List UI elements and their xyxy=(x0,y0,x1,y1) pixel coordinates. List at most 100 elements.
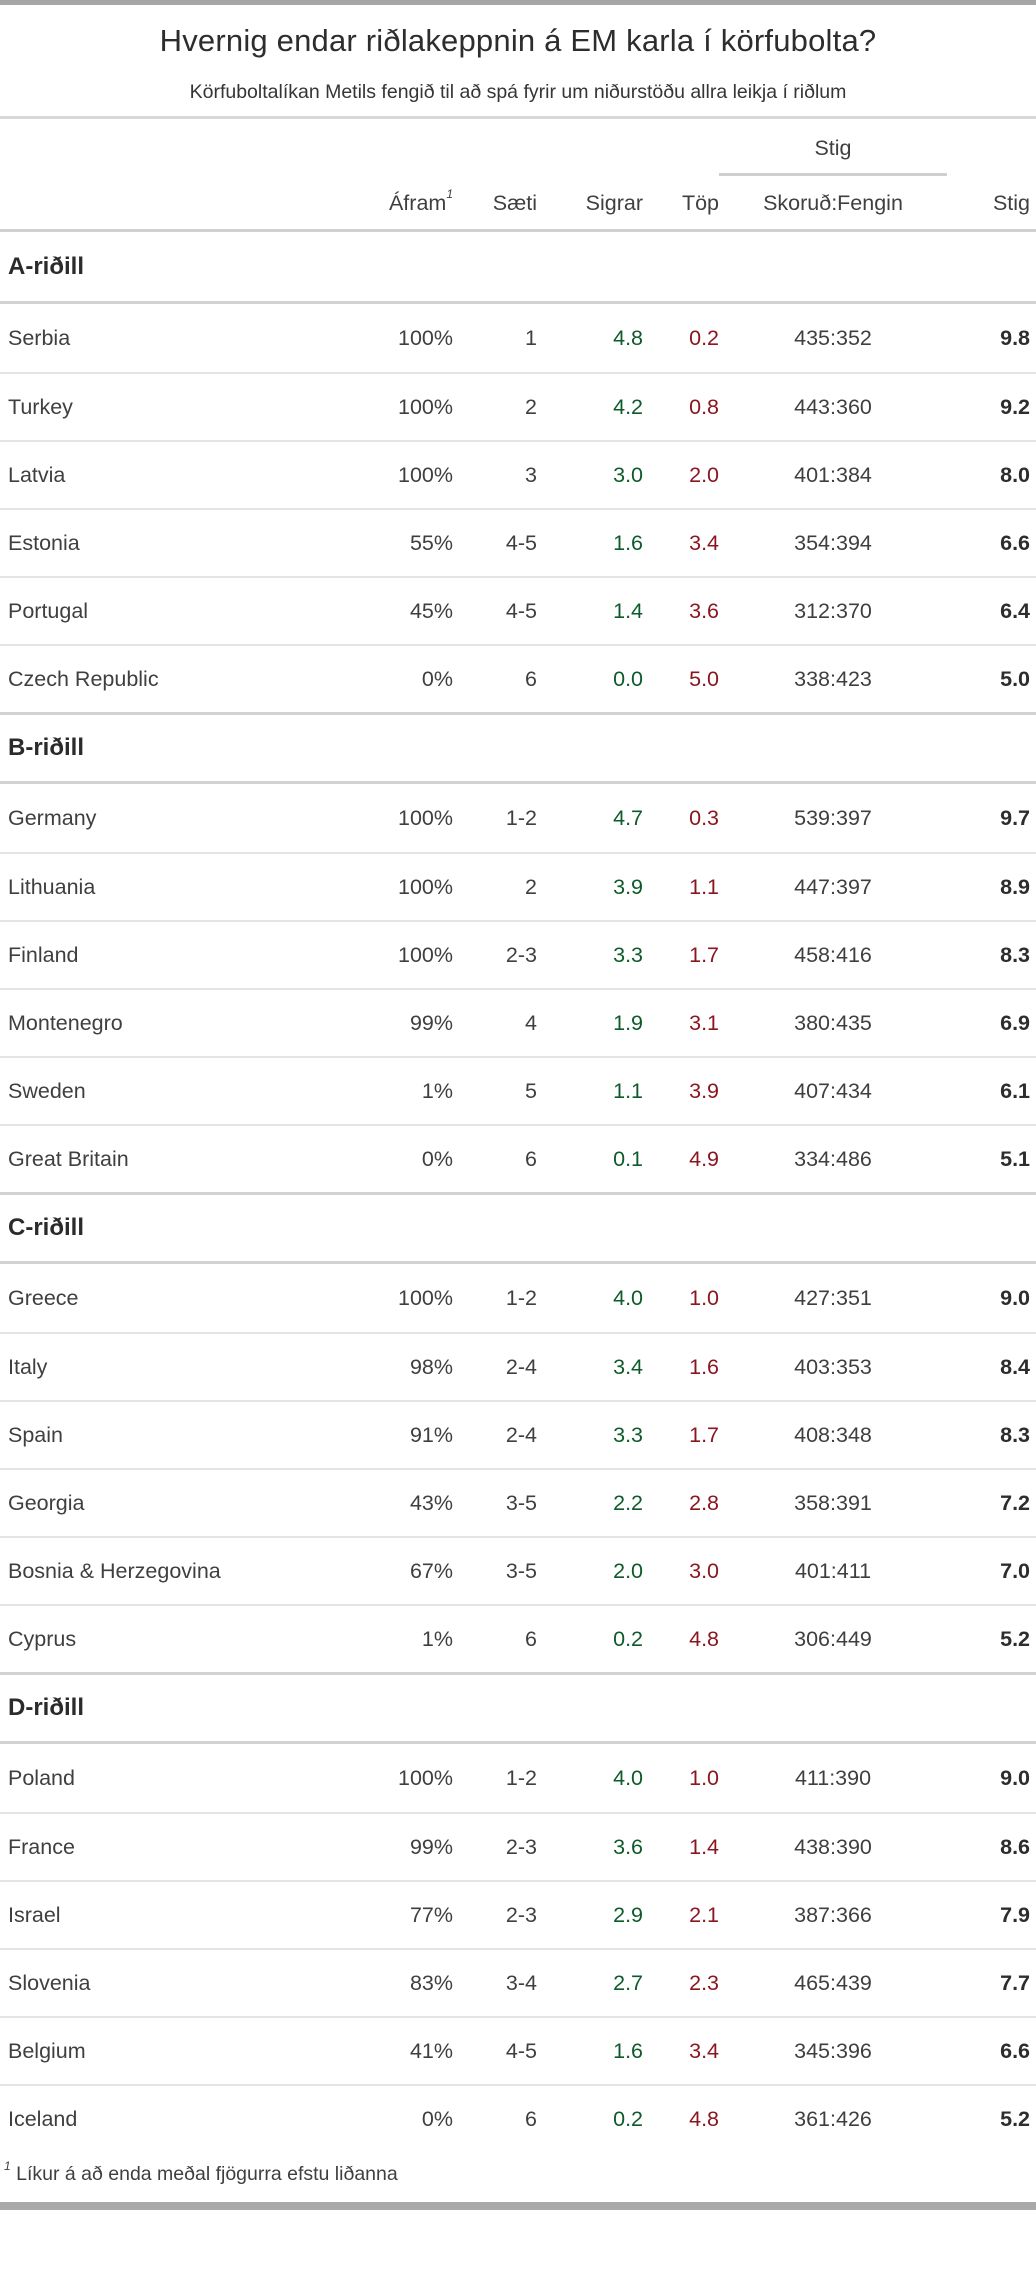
points-scored-conceded: 408:348 xyxy=(794,1422,872,1447)
seed-range: 4 xyxy=(525,1010,537,1035)
advance-probability: 100% xyxy=(398,394,453,419)
points-scored-conceded: 380:435 xyxy=(794,1010,872,1035)
team-name: Poland xyxy=(8,1765,75,1790)
team-name: Bosnia & Herzegovina xyxy=(8,1558,221,1583)
standings-points: 6.9 xyxy=(1000,1010,1030,1035)
expected-losses: 2.0 xyxy=(689,462,719,487)
points-scored-conceded: 403:353 xyxy=(794,1354,872,1379)
seed-range: 2 xyxy=(525,874,537,899)
expected-wins: 4.8 xyxy=(613,325,643,350)
group-name: A-riðill xyxy=(8,252,84,280)
points-scored-conceded: 465:439 xyxy=(794,1970,872,1995)
advance-probability: 91% xyxy=(409,1422,453,1447)
team-name: Lithuania xyxy=(8,874,96,899)
expected-wins: 3.0 xyxy=(613,462,643,487)
standings-points: 9.7 xyxy=(1000,805,1030,830)
advance-probability: 100% xyxy=(398,462,453,487)
expected-losses: 0.8 xyxy=(689,394,719,419)
group-header-row: C-riðill xyxy=(0,1192,1036,1264)
points-scored-conceded: 345:396 xyxy=(794,2038,872,2063)
expected-wins: 4.0 xyxy=(613,1765,643,1790)
standings-points: 6.4 xyxy=(1000,598,1030,623)
seed-range: 2-3 xyxy=(505,942,537,967)
expected-losses: 1.0 xyxy=(689,1285,719,1310)
seed-range: 6 xyxy=(525,1626,537,1651)
standings-points: 6.1 xyxy=(1000,1078,1030,1103)
points-scored-conceded: 438:390 xyxy=(794,1834,872,1859)
expected-losses: 4.8 xyxy=(689,1626,719,1651)
expected-losses: 3.1 xyxy=(689,1010,719,1035)
team-name: Czech Republic xyxy=(8,666,159,691)
table-row: Cyprus 1% 6 0.2 4.8 306:449 5.2 xyxy=(0,1604,1036,1672)
table-row: Belgium 41% 4-5 1.6 3.4 345:396 6.6 xyxy=(0,2016,1036,2084)
seed-range: 2-4 xyxy=(505,1354,537,1379)
points-scored-conceded: 427:351 xyxy=(794,1285,872,1310)
expected-wins: 1.4 xyxy=(613,598,643,623)
col-header-top: Töp xyxy=(681,191,719,215)
expected-wins: 2.0 xyxy=(613,1558,643,1583)
seed-range: 2 xyxy=(525,394,537,419)
expected-losses: 1.7 xyxy=(689,1422,719,1447)
expected-losses: 3.0 xyxy=(689,1558,719,1583)
advance-probability: 99% xyxy=(409,1834,453,1859)
expected-wins: 3.3 xyxy=(613,942,643,967)
team-name: Turkey xyxy=(8,394,73,419)
team-name: Great Britain xyxy=(8,1146,129,1171)
column-group-stig: Stig xyxy=(719,136,947,176)
team-name: Sweden xyxy=(8,1078,86,1103)
team-name: Portugal xyxy=(8,598,89,623)
group-name: C-riðill xyxy=(8,1214,84,1241)
expected-losses: 0.3 xyxy=(689,805,719,830)
team-name: Germany xyxy=(8,805,97,830)
page-title: Hvernig endar riðlakeppnin á EM karla í … xyxy=(159,23,877,58)
standings-points: 9.2 xyxy=(1000,394,1030,419)
table-row: Germany 100% 1-2 4.7 0.3 539:397 9.7 xyxy=(0,784,1036,852)
table-row: Poland 100% 1-2 4.0 1.0 411:390 9.0 xyxy=(0,1744,1036,1812)
group-header-row: D-riðill xyxy=(0,1672,1036,1744)
expected-losses: 0.2 xyxy=(689,325,719,350)
table-row: Slovenia 83% 3-4 2.7 2.3 465:439 7.7 xyxy=(0,1948,1036,2016)
expected-losses: 1.7 xyxy=(689,942,719,967)
standings-points: 8.3 xyxy=(1000,1422,1030,1447)
points-scored-conceded: 401:384 xyxy=(794,462,872,487)
advance-probability: 100% xyxy=(398,1285,453,1310)
team-name: Italy xyxy=(8,1354,48,1379)
top-border-bar xyxy=(0,0,1036,5)
team-name: Latvia xyxy=(8,462,66,487)
col-header-saeti: Sæti xyxy=(492,191,537,215)
points-scored-conceded: 443:360 xyxy=(794,394,872,419)
table-row: Czech Republic 0% 6 0.0 5.0 338:423 5.0 xyxy=(0,644,1036,712)
expected-wins: 2.2 xyxy=(613,1490,643,1515)
advance-probability: 100% xyxy=(398,1765,453,1790)
table-row: Turkey 100% 2 4.2 0.8 443:360 9.2 xyxy=(0,372,1036,440)
team-name: Belgium xyxy=(8,2038,86,2063)
standings-points: 8.0 xyxy=(1000,462,1030,487)
expected-wins: 1.6 xyxy=(613,2038,643,2063)
table-row: Portugal 45% 4-5 1.4 3.6 312:370 6.4 xyxy=(0,576,1036,644)
group-name: B-riðill xyxy=(8,734,84,761)
table-row: Israel 77% 2-3 2.9 2.1 387:366 7.9 xyxy=(0,1880,1036,1948)
advance-probability: 0% xyxy=(421,666,453,691)
group-header-row: A-riðill xyxy=(0,232,1036,304)
seed-range: 4-5 xyxy=(505,598,537,623)
expected-losses: 2.1 xyxy=(689,1902,719,1927)
column-group-row: Stig xyxy=(0,136,1036,176)
seed-range: 3-5 xyxy=(505,1490,537,1515)
advance-probability: 0% xyxy=(421,1146,453,1171)
table-row: Sweden 1% 5 1.1 3.9 407:434 6.1 xyxy=(0,1056,1036,1124)
advance-probability: 77% xyxy=(409,1902,453,1927)
seed-range: 1-2 xyxy=(505,805,537,830)
expected-wins: 1.6 xyxy=(613,530,643,555)
team-name: Israel xyxy=(8,1902,61,1927)
table-row: Italy 98% 2-4 3.4 1.6 403:353 8.4 xyxy=(0,1332,1036,1400)
standings-points: 7.0 xyxy=(1000,1558,1030,1583)
advance-probability: 100% xyxy=(398,805,453,830)
team-name: Montenegro xyxy=(8,1010,123,1035)
table-body: A-riðill Serbia 100% 1 4.8 0.2 435:352 9.8 Turke… xyxy=(0,232,1036,2152)
col-header-stig: Stig xyxy=(992,191,1030,215)
standings-points: 6.6 xyxy=(1000,2038,1030,2063)
standings-points: 7.2 xyxy=(1000,1490,1030,1515)
expected-losses: 3.6 xyxy=(689,598,719,623)
expected-losses: 4.9 xyxy=(689,1146,719,1171)
